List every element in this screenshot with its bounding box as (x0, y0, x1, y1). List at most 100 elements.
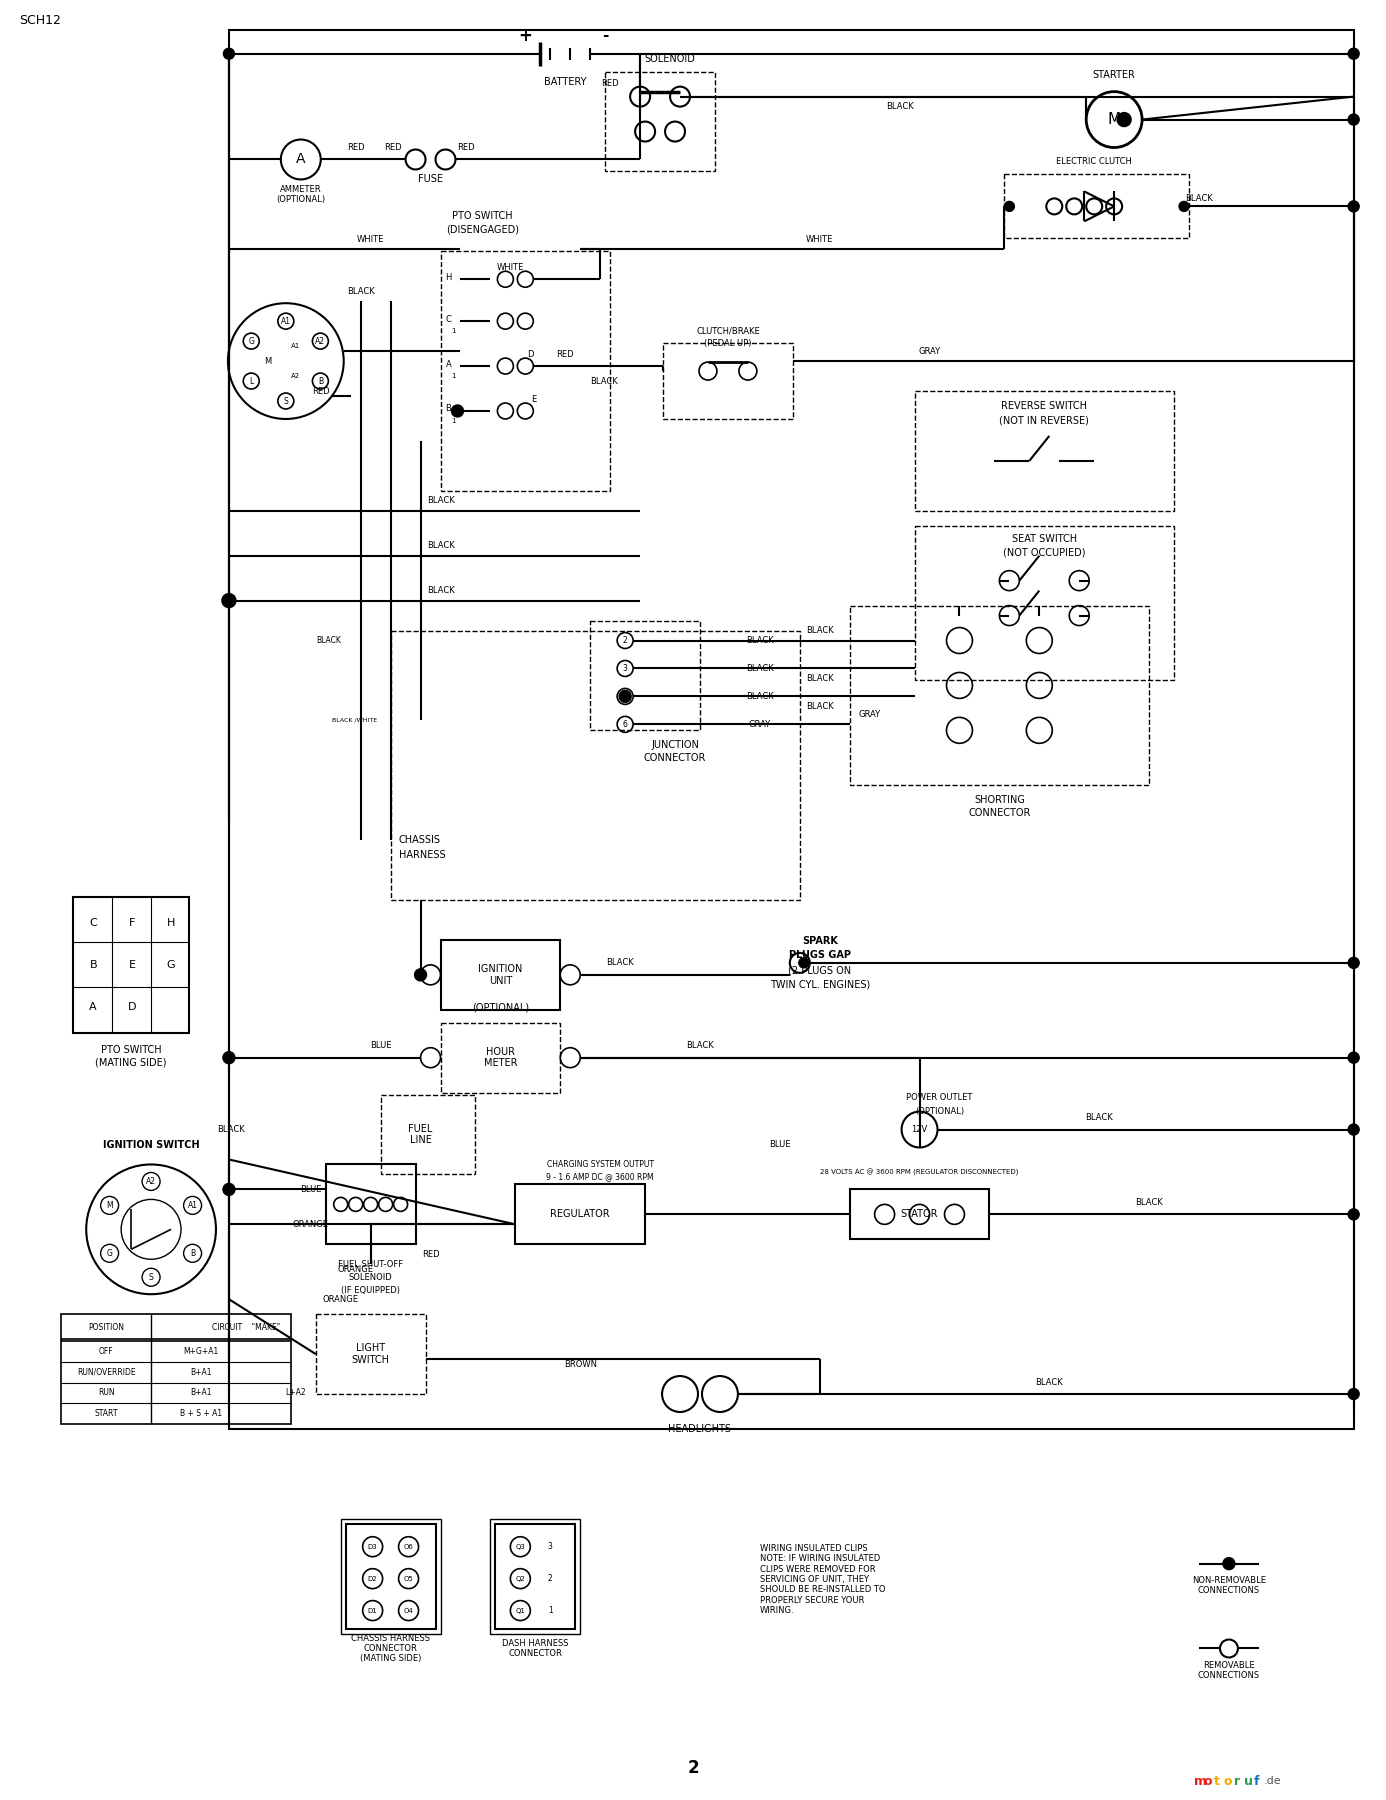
Text: E: E (129, 959, 136, 970)
Circle shape (1349, 1053, 1360, 1064)
Text: M+G+A1: M+G+A1 (183, 1346, 219, 1355)
Text: HOUR
METER: HOUR METER (484, 1048, 517, 1069)
Text: E: E (531, 394, 536, 403)
Text: GRAY: GRAY (858, 709, 880, 718)
Text: START: START (94, 1409, 118, 1418)
Text: o: o (1204, 1775, 1213, 1787)
Text: G: G (248, 337, 254, 346)
Text: M: M (1107, 112, 1121, 128)
Text: BLACK: BLACK (746, 664, 773, 673)
Text: GRAY: GRAY (748, 720, 771, 729)
Text: WIRING INSULATED CLIPS
NOTE: IF WIRING INSULATED
CLIPS WERE REMOVED FOR
SERVICIN: WIRING INSULATED CLIPS NOTE: IF WIRING I… (760, 1544, 886, 1615)
Text: BLACK: BLACK (805, 626, 833, 635)
Text: A1: A1 (187, 1201, 198, 1210)
Text: O6: O6 (403, 1544, 413, 1550)
Circle shape (1349, 49, 1360, 59)
Circle shape (222, 594, 236, 608)
Text: A2: A2 (291, 373, 301, 380)
Text: PTO SWITCH: PTO SWITCH (452, 211, 513, 221)
Circle shape (1222, 1557, 1235, 1570)
Text: B: B (317, 376, 323, 385)
Text: D3: D3 (367, 1544, 377, 1550)
Text: BLACK: BLACK (316, 635, 341, 644)
Text: O5: O5 (403, 1575, 413, 1582)
Text: BLACK: BLACK (1135, 1197, 1163, 1206)
Text: 3: 3 (622, 664, 628, 673)
Text: JUNCTION: JUNCTION (651, 740, 699, 751)
Text: (MATING SIDE): (MATING SIDE) (96, 1058, 166, 1067)
Text: ELECTRIC CLUTCH: ELECTRIC CLUTCH (1056, 157, 1132, 166)
Text: WHITE: WHITE (496, 263, 524, 272)
Text: GRAY: GRAY (919, 347, 941, 356)
Text: H: H (445, 274, 452, 283)
Text: 1: 1 (622, 691, 628, 700)
Text: CHARGING SYSTEM OUTPUT: CHARGING SYSTEM OUTPUT (546, 1159, 654, 1168)
Text: Q3: Q3 (516, 1544, 525, 1550)
Text: 1: 1 (452, 373, 456, 380)
Text: BLACK: BLACK (590, 376, 618, 385)
Text: RUN: RUN (98, 1388, 115, 1397)
Text: ORANGE: ORANGE (292, 1220, 328, 1229)
Text: BLACK: BLACK (427, 542, 455, 551)
Circle shape (223, 1183, 234, 1195)
Text: POWER OUTLET: POWER OUTLET (906, 1093, 973, 1102)
Text: (PEDAL UP): (PEDAL UP) (704, 338, 751, 347)
Circle shape (1349, 1210, 1360, 1220)
Text: BLACK: BLACK (1035, 1377, 1063, 1386)
Circle shape (798, 958, 809, 968)
Text: C: C (445, 315, 452, 324)
Text: 1: 1 (452, 328, 456, 335)
Text: LIGHT
SWITCH: LIGHT SWITCH (352, 1343, 389, 1364)
Text: BLACK: BLACK (746, 635, 773, 644)
Text: CONNECTOR: CONNECTOR (644, 752, 707, 763)
Text: Q1: Q1 (516, 1607, 525, 1613)
Text: F: F (129, 918, 136, 929)
Text: HEADLIGHTS: HEADLIGHTS (668, 1424, 732, 1435)
Text: C: C (89, 918, 97, 929)
Text: 2: 2 (622, 635, 628, 644)
Text: POSITION: POSITION (89, 1323, 125, 1332)
Circle shape (414, 968, 427, 981)
Text: m: m (1193, 1775, 1207, 1787)
Text: G: G (107, 1249, 112, 1258)
Text: O4: O4 (403, 1607, 413, 1613)
Text: (OPTIONAL): (OPTIONAL) (915, 1107, 965, 1116)
Text: S: S (284, 396, 288, 405)
Circle shape (1117, 113, 1131, 126)
Text: BLACK: BLACK (1185, 194, 1213, 203)
Text: DASH HARNESS
CONNECTOR: DASH HARNESS CONNECTOR (502, 1638, 568, 1658)
Text: 6: 6 (622, 720, 628, 729)
Text: A: A (297, 153, 305, 166)
Text: IGNITION SWITCH: IGNITION SWITCH (103, 1139, 200, 1150)
Circle shape (452, 405, 463, 418)
Text: (DISENGAGED): (DISENGAGED) (446, 225, 518, 234)
Text: B: B (190, 1249, 195, 1258)
Text: REGULATOR: REGULATOR (550, 1210, 610, 1219)
Text: BLACK: BLACK (805, 673, 833, 682)
Circle shape (1005, 202, 1015, 211)
Text: OFF: OFF (98, 1346, 114, 1355)
Text: RED: RED (602, 79, 620, 88)
Text: FUSE: FUSE (419, 175, 444, 184)
Text: 28 VOLTS AC @ 3600 RPM (REGULATOR DISCONNECTED): 28 VOLTS AC @ 3600 RPM (REGULATOR DISCON… (821, 1168, 1019, 1175)
Text: f: f (1254, 1775, 1260, 1787)
Text: BLACK: BLACK (686, 1040, 714, 1049)
Text: SPARK: SPARK (802, 936, 837, 947)
Text: -: - (602, 29, 608, 43)
Text: REVERSE SWITCH: REVERSE SWITCH (1001, 401, 1087, 410)
Text: FUEL SHUT-OFF: FUEL SHUT-OFF (338, 1260, 403, 1269)
Text: BLACK /WHITE: BLACK /WHITE (333, 718, 377, 724)
Text: (2 PLUGS ON: (2 PLUGS ON (789, 967, 851, 976)
Text: D: D (128, 1003, 136, 1012)
Text: A: A (89, 1003, 97, 1012)
Text: M: M (265, 356, 272, 365)
Circle shape (620, 691, 631, 702)
Text: SCH12: SCH12 (19, 14, 61, 27)
Text: BLACK: BLACK (746, 691, 773, 700)
Text: SOLENOID: SOLENOID (349, 1273, 392, 1282)
Text: BLUE: BLUE (769, 1139, 790, 1148)
Text: ORANGE: ORANGE (323, 1294, 359, 1303)
Text: B+A1: B+A1 (190, 1388, 212, 1397)
Text: CHASSIS HARNESS
CONNECTOR
(MATING SIDE): CHASSIS HARNESS CONNECTOR (MATING SIDE) (351, 1634, 430, 1663)
Text: BLACK: BLACK (427, 497, 455, 506)
